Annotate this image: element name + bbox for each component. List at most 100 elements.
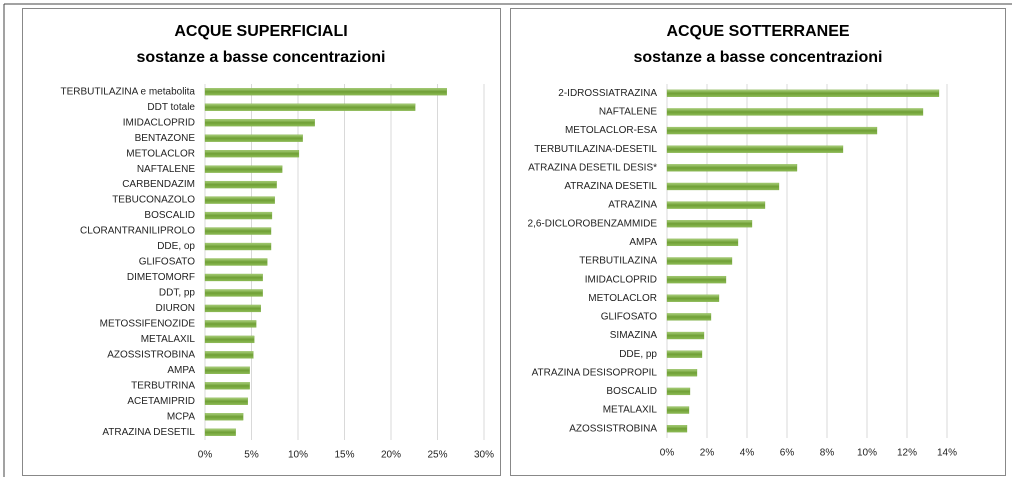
y-tick-label: GLIFOSATO bbox=[601, 312, 658, 323]
bar bbox=[204, 103, 416, 111]
x-tick-label: 6% bbox=[780, 448, 795, 459]
y-tick-label: SIMAZINA bbox=[610, 330, 658, 341]
y-tick-label: IMIDACLOPRID bbox=[123, 117, 195, 128]
bar bbox=[666, 425, 688, 433]
bar bbox=[666, 164, 798, 172]
bar bbox=[204, 320, 257, 328]
bar bbox=[204, 351, 254, 359]
y-tick-label: TERBUTILAZINA-DESETIL bbox=[534, 144, 657, 155]
bar bbox=[204, 413, 244, 421]
y-tick-label: ATRAZINA bbox=[608, 200, 657, 211]
y-tick-label: GLIFOSATO bbox=[139, 257, 196, 268]
y-tick-label: DIURON bbox=[156, 303, 195, 314]
y-tick-label: TERBUTILAZINA e metabolita bbox=[61, 86, 196, 97]
panel bbox=[22, 8, 501, 476]
bar bbox=[666, 238, 739, 247]
bar bbox=[666, 108, 924, 116]
chart-title: ACQUE SUPERFICIALI bbox=[174, 23, 347, 40]
bar bbox=[204, 227, 272, 235]
y-tick-label: AMPA bbox=[167, 365, 195, 376]
bar bbox=[666, 201, 766, 209]
x-tick-label: 10% bbox=[288, 450, 308, 461]
x-tick-label: 4% bbox=[740, 448, 755, 459]
bar bbox=[666, 257, 733, 265]
x-tick-label: 5% bbox=[244, 450, 259, 461]
y-tick-label: IMIDACLOPRID bbox=[585, 274, 657, 285]
chart-subtitle: sostanze a basse concentrazioni bbox=[137, 49, 386, 66]
bar bbox=[204, 88, 447, 96]
panel bbox=[510, 8, 1006, 476]
y-tick-label: BOSCALID bbox=[606, 386, 657, 397]
y-tick-label: AZOSSISTROBINA bbox=[569, 423, 657, 434]
y-tick-label: DDE, pp bbox=[619, 349, 657, 360]
bar bbox=[204, 134, 303, 142]
y-tick-label: DDT totale bbox=[147, 102, 195, 113]
y-tick-label: ATRAZINA DESETIL bbox=[564, 181, 657, 192]
y-tick-label: NAFTALENE bbox=[137, 164, 195, 175]
y-tick-label: DDE, op bbox=[157, 241, 195, 252]
bar bbox=[666, 126, 878, 135]
bar bbox=[204, 119, 315, 127]
bar bbox=[204, 211, 273, 220]
y-tick-label: MCPA bbox=[167, 411, 195, 422]
bar bbox=[204, 335, 255, 344]
bar bbox=[204, 366, 250, 374]
x-tick-label: 25% bbox=[427, 450, 447, 461]
bar bbox=[204, 304, 261, 313]
y-tick-label: DIMETOMORF bbox=[127, 272, 195, 283]
y-tick-label: TERBUTILAZINA bbox=[579, 256, 657, 267]
y-tick-label: NAFTALENE bbox=[599, 107, 657, 118]
bar bbox=[204, 150, 300, 158]
bar bbox=[666, 182, 780, 191]
y-tick-label: ACETAMIPRID bbox=[127, 396, 195, 407]
bar bbox=[204, 273, 263, 282]
bar bbox=[204, 165, 283, 173]
bar bbox=[666, 294, 720, 302]
bar bbox=[204, 397, 248, 405]
y-tick-label: TEBUCONAZOLO bbox=[112, 195, 195, 206]
bar bbox=[666, 406, 690, 414]
chart-title: ACQUE SOTTERRANEE bbox=[666, 23, 849, 40]
bar bbox=[204, 289, 263, 297]
y-tick-label: METALAXIL bbox=[603, 405, 658, 416]
y-tick-label: METOLACLOR bbox=[126, 148, 195, 159]
y-tick-label: METALAXIL bbox=[141, 334, 196, 345]
bar bbox=[666, 89, 940, 97]
x-tick-label: 30% bbox=[474, 450, 494, 461]
y-tick-label: METOLACLOR-ESA bbox=[565, 125, 657, 136]
bar bbox=[666, 313, 712, 321]
bar bbox=[666, 220, 753, 228]
y-tick-label: ATRAZINA DESETIL bbox=[102, 427, 195, 438]
y-tick-label: METOLACLOR bbox=[588, 293, 657, 304]
bar bbox=[204, 258, 268, 266]
y-tick-label: ATRAZINA DESISOPROPIL bbox=[532, 367, 658, 378]
x-tick-label: 20% bbox=[381, 450, 401, 461]
y-tick-label: CLORANTRANILIPROLO bbox=[80, 226, 195, 237]
y-tick-label: AZOSSISTROBINA bbox=[107, 350, 195, 361]
y-tick-label: BOSCALID bbox=[144, 210, 195, 221]
y-tick-label: 2-IDROSSIATRAZINA bbox=[558, 88, 657, 99]
x-tick-label: 0% bbox=[660, 448, 675, 459]
bar bbox=[204, 242, 272, 251]
bar bbox=[666, 387, 691, 396]
x-tick-label: 15% bbox=[334, 450, 354, 461]
x-tick-label: 2% bbox=[700, 448, 715, 459]
chart-subtitle: sostanze a basse concentrazioni bbox=[634, 49, 883, 66]
y-tick-label: TERBUTRINA bbox=[131, 380, 195, 391]
y-tick-label: DDT, pp bbox=[159, 288, 196, 299]
y-tick-label: ATRAZINA DESETIL DESIS* bbox=[528, 162, 657, 173]
bar bbox=[204, 180, 277, 189]
bar bbox=[204, 196, 275, 204]
x-tick-label: 12% bbox=[897, 448, 917, 459]
y-tick-label: BENTAZONE bbox=[135, 133, 196, 144]
y-tick-label: 2,6-DICLOROBENZAMMIDE bbox=[528, 218, 658, 229]
bar bbox=[666, 331, 705, 340]
y-tick-label: AMPA bbox=[629, 237, 657, 248]
bar bbox=[666, 275, 727, 284]
bar bbox=[204, 382, 250, 390]
x-tick-label: 14% bbox=[937, 448, 957, 459]
bar bbox=[666, 369, 698, 377]
y-tick-label: METOSSIFENOZIDE bbox=[100, 319, 196, 330]
bar bbox=[204, 428, 236, 436]
